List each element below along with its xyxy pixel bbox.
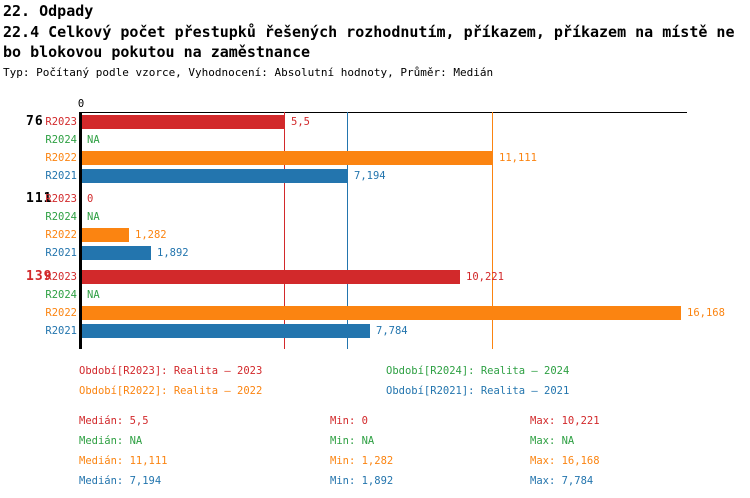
stat-min-R2021: Min: 1,892 bbox=[330, 475, 394, 487]
group-label: 76 bbox=[26, 114, 44, 129]
bar-R2023 bbox=[82, 270, 460, 284]
value-axis-zero-line bbox=[79, 112, 82, 349]
stat-median-R2021: Medián: 7,194 bbox=[79, 475, 162, 487]
bar-value-label-R2022: 16,168 bbox=[687, 307, 725, 319]
bar-R2022 bbox=[82, 228, 129, 242]
legend-item-R2022: Období[R2022]: Realita – 2022 bbox=[79, 385, 263, 397]
page-title: 22. Odpady bbox=[3, 2, 94, 20]
bar-value-label-R2023: 5,5 bbox=[291, 116, 310, 128]
legend-item-R2024: Období[R2024]: Realita – 2024 bbox=[386, 365, 570, 377]
median-line-R2023 bbox=[284, 112, 285, 349]
row-label-R2024: R2024 bbox=[45, 211, 77, 223]
chart-meta-info: Typ: Počítaný podle vzorce, Vyhodnocení:… bbox=[3, 66, 494, 79]
legend-item-R2023: Období[R2023]: Realita – 2023 bbox=[79, 365, 263, 377]
bar-value-label-R2024: NA bbox=[87, 134, 100, 146]
bar-value-label-R2021: 7,194 bbox=[354, 170, 386, 182]
stat-min-R2022: Min: 1,282 bbox=[330, 455, 394, 467]
bar-R2021 bbox=[82, 246, 151, 260]
stat-median-R2024: Medián: NA bbox=[79, 435, 143, 447]
chart-title-line1: 22.4 Celkový počet přestupků řešených ro… bbox=[3, 23, 735, 41]
bar-value-label-R2023: 10,221 bbox=[466, 271, 504, 283]
bar-value-label-R2024: NA bbox=[87, 289, 100, 301]
bar-value-label-R2021: 7,784 bbox=[376, 325, 408, 337]
bar-value-label-R2021: 1,892 bbox=[157, 247, 189, 259]
row-label-R2021: R2021 bbox=[45, 325, 77, 337]
group-label: 139 bbox=[26, 269, 53, 284]
median-line-R2021 bbox=[347, 112, 348, 349]
stat-max-R2023: Max: 10,221 bbox=[530, 415, 600, 427]
stat-median-R2022: Medián: 11,111 bbox=[79, 455, 168, 467]
x-axis-tick-zero: 0 bbox=[77, 98, 85, 110]
stat-median-R2023: Medián: 5,5 bbox=[79, 415, 149, 427]
row-label-R2022: R2022 bbox=[45, 229, 77, 241]
bar-value-label-R2023: 0 bbox=[87, 193, 94, 205]
chart-title-line2: bo blokovou pokutou na zaměstnance bbox=[3, 43, 311, 61]
stat-max-R2021: Max: 7,784 bbox=[530, 475, 594, 487]
stat-max-R2022: Max: 16,168 bbox=[530, 455, 600, 467]
group-label: 111 bbox=[26, 191, 53, 206]
stat-min-R2024: Min: NA bbox=[330, 435, 375, 447]
row-label-R2024: R2024 bbox=[45, 134, 77, 146]
bar-R2022 bbox=[82, 151, 493, 165]
row-label-R2022: R2022 bbox=[45, 307, 77, 319]
row-label-R2023: R2023 bbox=[45, 271, 77, 283]
row-label-R2023: R2023 bbox=[45, 116, 77, 128]
chart-top-border-line bbox=[79, 112, 687, 113]
bar-value-label-R2024: NA bbox=[87, 211, 100, 223]
stat-min-R2023: Min: 0 bbox=[330, 415, 368, 427]
bar-R2023 bbox=[82, 115, 285, 129]
row-label-R2024: R2024 bbox=[45, 289, 77, 301]
row-label-R2021: R2021 bbox=[45, 247, 77, 259]
bar-value-label-R2022: 11,111 bbox=[499, 152, 537, 164]
bar-R2022 bbox=[82, 306, 681, 320]
legend-item-R2021: Období[R2021]: Realita – 2021 bbox=[386, 385, 570, 397]
median-line-R2022 bbox=[492, 112, 493, 349]
stat-max-R2024: Max: NA bbox=[530, 435, 575, 447]
bar-R2021 bbox=[82, 324, 370, 338]
row-label-R2021: R2021 bbox=[45, 170, 77, 182]
row-label-R2022: R2022 bbox=[45, 152, 77, 164]
bar-R2021 bbox=[82, 169, 348, 183]
bar-value-label-R2022: 1,282 bbox=[135, 229, 167, 241]
row-label-R2023: R2023 bbox=[45, 193, 77, 205]
